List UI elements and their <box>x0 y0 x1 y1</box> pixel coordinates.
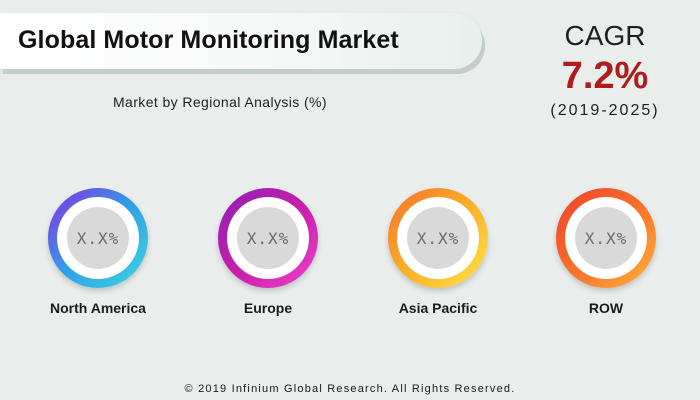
region-europe: X.X% Europe <box>188 188 348 328</box>
region-ring: X.X% <box>218 188 318 288</box>
region-asia-pacific: X.X% Asia Pacific <box>358 188 518 328</box>
region-value: X.X% <box>416 228 460 248</box>
region-value: X.X% <box>584 228 628 248</box>
cagr-label: CAGR <box>564 20 646 51</box>
cagr-value: 7.2% <box>561 55 649 97</box>
region-ring-inner: X.X% <box>565 197 647 279</box>
region-ring: X.X% <box>48 188 148 288</box>
copyright-footer: © 2019 Infinium Global Research. All Rig… <box>184 383 516 395</box>
region-value: X.X% <box>76 228 120 248</box>
region-ring-core: X.X% <box>575 207 637 269</box>
region-label: Europe <box>243 300 293 316</box>
region-north-america: X.X% North America <box>18 188 178 328</box>
page-title: Global Motor Monitoring Market <box>18 26 399 54</box>
region-ring-inner: X.X% <box>57 197 139 279</box>
region-ring-core: X.X% <box>407 207 469 269</box>
chart-subtitle: Market by Regional Analysis (%) <box>113 94 327 110</box>
region-ring-inner: X.X% <box>397 197 479 279</box>
region-label: Asia Pacific <box>398 300 478 316</box>
region-value: X.X% <box>246 228 290 248</box>
region-ring: X.X% <box>556 188 656 288</box>
region-ring-inner: X.X% <box>227 197 309 279</box>
title-banner: Global Motor Monitoring Market <box>0 13 482 69</box>
region-label: ROW <box>588 300 624 316</box>
region-ring-core: X.X% <box>237 207 299 269</box>
cagr-period: (2019-2025) <box>550 102 660 119</box>
region-ring: X.X% <box>388 188 488 288</box>
region-row: X.X% ROW <box>526 188 686 328</box>
region-ring-core: X.X% <box>67 207 129 269</box>
region-label: North America <box>50 300 146 316</box>
